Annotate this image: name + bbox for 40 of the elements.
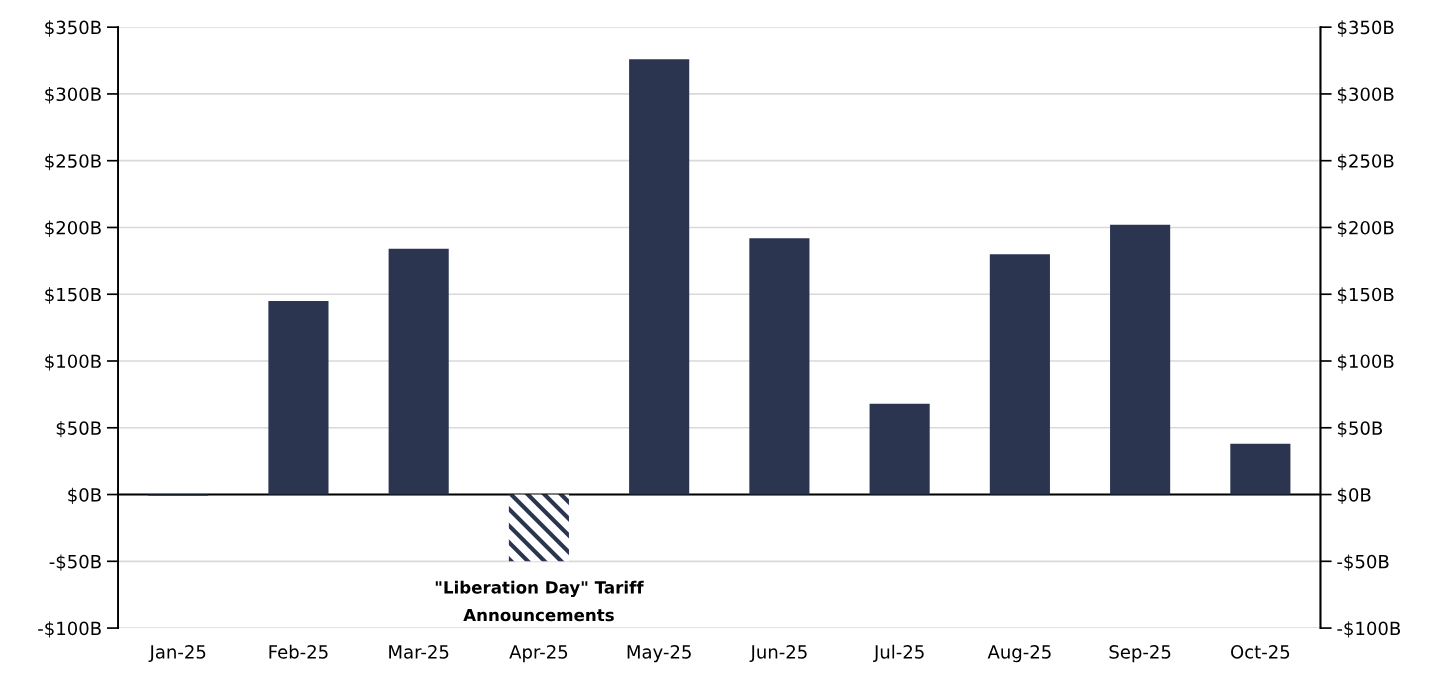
bar <box>869 403 930 495</box>
bar <box>268 300 329 495</box>
y-tick-label: $100B <box>45 354 101 371</box>
y-tick-label: $350B <box>45 20 101 37</box>
x-tick-label: Jan-25 <box>148 645 206 663</box>
y-tick-label: $50B <box>56 420 101 438</box>
x-tick-label: Sep-25 <box>1109 645 1171 663</box>
y-tick-label: $250B <box>45 153 101 171</box>
y-tick-label: $200B <box>45 220 101 237</box>
y-tick-label: $150B <box>45 287 101 304</box>
x-tick-label: Jun-25 <box>749 645 807 663</box>
bar <box>629 59 690 495</box>
y2-tick-label: $100B <box>1337 354 1394 371</box>
y2-tick-label: $150B <box>1337 287 1394 304</box>
y-tick-label: $0B <box>68 487 101 505</box>
y2-tick-label: -$100B <box>1337 621 1401 638</box>
x-tick-label: Aug-25 <box>987 645 1051 663</box>
y-tick-label: $300B <box>45 87 101 104</box>
y2-tick-label: $250B <box>1337 153 1394 171</box>
x-tick-label: May-25 <box>627 645 691 663</box>
bar <box>388 248 449 495</box>
x-tick-label: Oct-25 <box>1231 645 1290 659</box>
y2-tick-label: $300B <box>1337 87 1394 104</box>
bar <box>989 254 1050 495</box>
y2-tick-label: -$50B <box>1337 554 1389 571</box>
annotation: "Liberation Day" Tariff Announcements <box>435 580 644 622</box>
x-tick-label: Mar-25 <box>389 645 449 659</box>
x-tick-label: Jul-25 <box>873 644 924 663</box>
x-tick-label: Apr-25 <box>509 645 568 663</box>
y2-tick-label: $0B <box>1337 487 1371 505</box>
y2-tick-label: $200B <box>1337 220 1394 237</box>
bar <box>749 238 810 495</box>
bar <box>508 494 569 562</box>
y-tick-label: -$50B <box>49 554 101 571</box>
y-tick-label: -$100B <box>38 621 101 638</box>
bar <box>1230 443 1291 495</box>
y2-tick-label: $50B <box>1337 420 1383 438</box>
y2-tick-label: $350B <box>1337 20 1394 37</box>
x-tick-label: Feb-25 <box>269 644 328 659</box>
bar <box>1110 224 1171 495</box>
